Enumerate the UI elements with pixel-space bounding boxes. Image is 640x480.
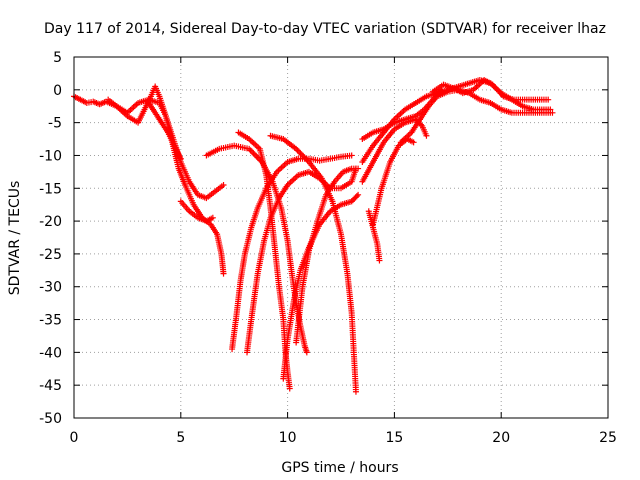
x-tick-label: 10: [279, 430, 297, 446]
data-point: [250, 150, 257, 157]
y-tick-label: -35: [39, 313, 62, 329]
y-tick-label: -15: [39, 181, 62, 197]
data-point: [348, 152, 355, 159]
data-point: [295, 148, 302, 155]
y-tick-label: 0: [53, 83, 62, 99]
data-point: [220, 270, 227, 277]
y-tick-label: -10: [39, 148, 62, 164]
data-series: [177, 198, 216, 225]
x-axis-label: GPS time / hours: [281, 460, 398, 476]
data-point: [376, 257, 383, 264]
y-tick-label: -5: [48, 116, 62, 132]
data-point: [545, 96, 552, 103]
data-series: [397, 86, 556, 146]
data-point: [177, 155, 184, 162]
x-tick-label: 25: [599, 430, 617, 446]
data-point: [549, 109, 556, 116]
axis-ticks: 0 5 10 15 20 25 5 0 -5 -10 -15 -20 -25 -30 -35 -40 -45 -5…: [39, 50, 617, 446]
x-tick-label: 0: [70, 430, 79, 446]
data-point: [303, 349, 310, 356]
data-point: [286, 385, 293, 392]
data-series: [105, 83, 227, 277]
data-point: [298, 151, 305, 158]
data-series: [365, 208, 383, 264]
data-point: [355, 165, 362, 172]
data-series: [429, 76, 552, 103]
data-point: [352, 388, 359, 395]
data-point: [303, 156, 310, 163]
y-axis-label: SDTVAR / TECUs: [7, 181, 23, 296]
data-series: [71, 93, 227, 202]
y-tick-label: 5: [53, 50, 62, 66]
x-tick-label: 5: [176, 430, 185, 446]
data-point: [249, 148, 255, 155]
x-tick-label: 20: [492, 430, 510, 446]
data-points: [71, 76, 556, 395]
data-series: [267, 132, 359, 395]
data-point: [353, 193, 360, 200]
y-tick-label: -30: [39, 280, 62, 296]
data-series: [293, 165, 362, 346]
data-point: [209, 214, 216, 221]
data-series: [229, 152, 355, 353]
data-point: [253, 153, 260, 160]
data-point: [251, 151, 258, 158]
data-series: [370, 136, 417, 228]
grid-lines: [74, 57, 608, 418]
y-tick-label: -40: [39, 345, 62, 361]
data-point: [410, 139, 417, 146]
data-point: [220, 181, 227, 188]
y-tick-label: -25: [39, 247, 62, 263]
y-tick-label: -20: [39, 214, 62, 230]
y-tick-label: -45: [39, 378, 62, 394]
x-tick-label: 15: [385, 430, 403, 446]
y-tick-label: -50: [39, 411, 62, 427]
data-point: [423, 132, 430, 139]
data-series: [145, 99, 184, 162]
data-point: [355, 191, 362, 198]
plot-frame: [73, 56, 609, 419]
chart-title: Day 117 of 2014, Sidereal Day-to-day VTE…: [44, 21, 606, 37]
